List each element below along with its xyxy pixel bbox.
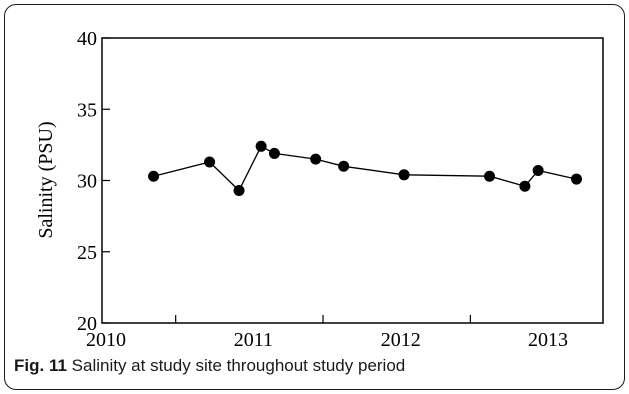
data-point <box>268 147 280 159</box>
figure-number: Fig. 11 <box>14 356 67 375</box>
x-tick-label: 2011 <box>234 329 273 351</box>
y-axis: 20 25 30 35 40 <box>77 28 110 335</box>
x-tick-label: 2013 <box>528 329 568 351</box>
y-tick-label: 40 <box>77 28 97 50</box>
plot-area <box>101 37 604 324</box>
data-point <box>204 156 216 168</box>
data-point <box>519 180 531 192</box>
y-tick-label: 20 <box>77 313 97 335</box>
figure-caption-text: Salinity at study site throughout study … <box>71 356 406 375</box>
data-point <box>570 173 582 185</box>
data-point <box>148 170 160 182</box>
data-point <box>338 160 350 172</box>
series-line <box>153 145 577 192</box>
figure-frame <box>4 4 625 390</box>
x-tick-label: 2012 <box>381 329 421 351</box>
y-tick-label: 35 <box>77 99 97 121</box>
series-layer <box>148 140 582 196</box>
data-point <box>484 170 496 182</box>
data-point <box>532 165 544 177</box>
y-axis-label: Salinity (PSU) <box>35 121 57 238</box>
data-point <box>310 153 322 165</box>
data-point <box>233 184 245 196</box>
data-point <box>398 169 410 181</box>
y-tick-label: 30 <box>77 171 97 193</box>
x-axis: 2010 2011 2012 2013 <box>86 315 568 351</box>
data-point <box>255 140 267 152</box>
y-tick-label: 25 <box>77 242 97 264</box>
figure-caption: Fig. 11 Salinity at study site throughou… <box>14 356 405 376</box>
x-tick-label: 2010 <box>86 329 126 351</box>
